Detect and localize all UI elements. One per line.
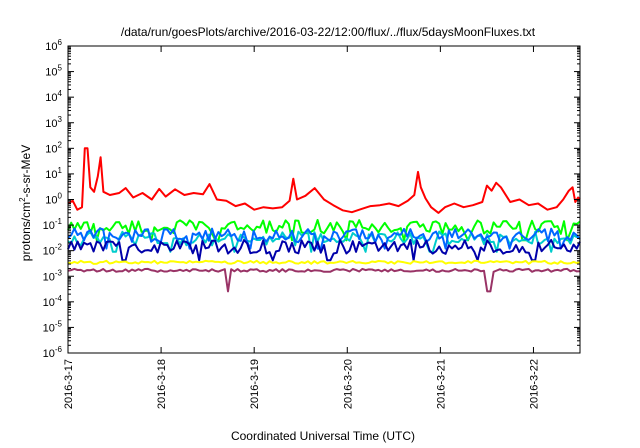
y-tick-label-7: 101 bbox=[45, 166, 62, 181]
x-tick-label-4: 2016-3-21 bbox=[435, 359, 447, 409]
x-tick-label-3: 2016-3-20 bbox=[342, 359, 354, 409]
series-line-4 bbox=[67, 238, 581, 262]
x-axis-label: Coordinated Universal Time (UTC) bbox=[231, 429, 415, 443]
series-line-2 bbox=[67, 230, 581, 253]
series-line-0 bbox=[67, 147, 581, 214]
y-tick-label-0: 10-6 bbox=[43, 345, 63, 360]
series-line-5 bbox=[67, 259, 581, 265]
y-tick-label-2: 10-4 bbox=[43, 294, 63, 309]
y-tick-label-1: 10-5 bbox=[43, 319, 63, 334]
y-tick-label-8: 102 bbox=[45, 140, 62, 155]
series-line-6 bbox=[67, 267, 581, 293]
y-tick-label-11: 105 bbox=[45, 64, 62, 79]
y-tick-label-3: 10-3 bbox=[43, 268, 63, 283]
x-tick-label-5: 2016-3-22 bbox=[528, 359, 540, 409]
series-line-3 bbox=[67, 227, 581, 250]
chart-title: /data/run/goesPlots/archive/2016-03-22/1… bbox=[121, 25, 536, 39]
x-tick-label-0: 2016-3-17 bbox=[63, 359, 75, 409]
y-tick-label-9: 103 bbox=[45, 115, 62, 130]
plot-frame bbox=[67, 45, 581, 354]
x-tick-label-1: 2016-3-18 bbox=[156, 359, 168, 409]
y-axis-label: protons/cm2-s-sr-MeV bbox=[18, 145, 33, 261]
y-tick-label-12: 106 bbox=[45, 38, 62, 53]
y-tick-label-4: 10-2 bbox=[43, 243, 63, 258]
series-line-1 bbox=[67, 219, 581, 242]
y-tick-label-10: 104 bbox=[45, 89, 62, 104]
series-layer bbox=[67, 147, 581, 293]
y-tick-label-6: 100 bbox=[45, 192, 62, 207]
x-tick-label-2: 2016-3-19 bbox=[249, 359, 261, 409]
y-tick-label-5: 10-1 bbox=[43, 217, 63, 232]
